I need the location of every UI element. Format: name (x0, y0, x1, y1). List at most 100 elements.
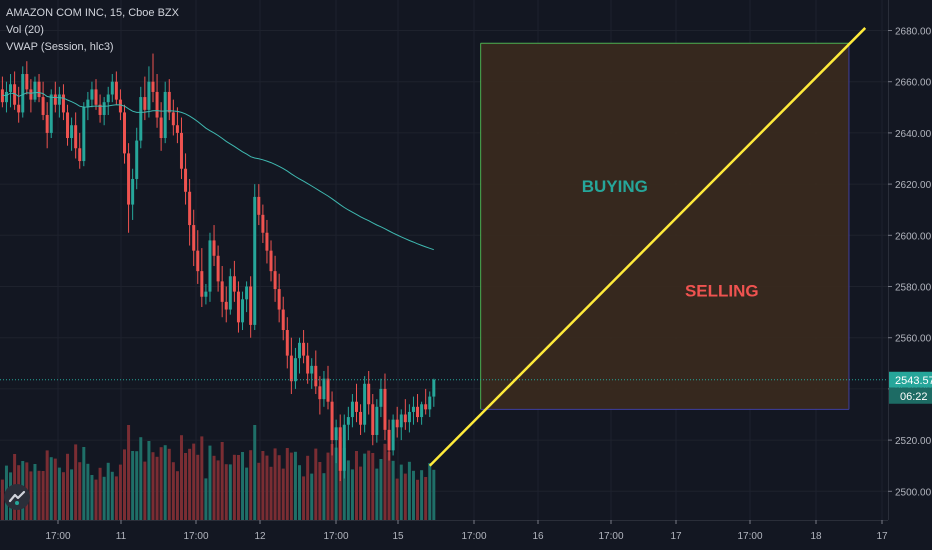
volume-bar (269, 466, 273, 520)
candle-body (127, 153, 131, 205)
vwap-study-label[interactable]: VWAP (Session, hlc3) (6, 41, 114, 53)
volume-bar (342, 448, 346, 520)
candle-body (110, 81, 114, 95)
volume-bar (330, 444, 334, 520)
volume-bar (139, 437, 143, 520)
candle-body (147, 81, 151, 110)
trend-line[interactable] (428, 27, 867, 467)
volume-bar (277, 455, 281, 520)
volume-bar (78, 462, 82, 520)
candle-body (253, 196, 257, 325)
candle-body (204, 291, 208, 297)
candle-body (90, 89, 94, 100)
volume-study-label[interactable]: Vol (20) (6, 24, 44, 36)
candle-body (114, 81, 118, 100)
candle-body (395, 419, 399, 428)
candle-body (322, 378, 326, 400)
volume-bar (289, 452, 293, 520)
volume-bar (61, 472, 65, 520)
volume-bar (49, 457, 53, 520)
volume-bar (94, 479, 98, 520)
volume-bar (403, 473, 407, 520)
candle-body (298, 342, 302, 359)
candle-body (411, 406, 415, 412)
price-tick-label: 2620.00 (895, 180, 932, 191)
candle-body (37, 81, 41, 98)
candle-body (367, 383, 371, 405)
candle-body (70, 125, 74, 139)
volume-bar (204, 478, 208, 520)
candle-body (78, 148, 82, 162)
candle-body (359, 411, 363, 425)
candle-body (318, 386, 322, 400)
volume-bar (167, 448, 171, 520)
candle-body (363, 383, 367, 425)
candle-body (293, 358, 297, 382)
symbol-title[interactable]: AMAZON COM INC, 15, Cboe BZX (6, 7, 179, 19)
candle-body (220, 281, 224, 302)
last-price-tag: 2543.57 06:22 (889, 371, 932, 404)
candle-body (74, 125, 78, 149)
volume-bar (175, 471, 179, 520)
candle-body (188, 191, 192, 226)
price-axis[interactable]: 2680.00 2660.00 2640.00 2620.00 2600.00 2580.… (888, 0, 932, 550)
volume-bar (171, 462, 175, 520)
time-tick-label: 18 (810, 531, 822, 542)
candle-body (379, 388, 383, 407)
volume-bar (399, 464, 403, 520)
volume-bar (224, 464, 228, 520)
candle-body (245, 286, 249, 300)
time-tick-label: 17 (876, 531, 888, 542)
volume-bar (212, 455, 216, 520)
price-tick-label: 2520.00 (895, 436, 932, 447)
volume-bar (407, 461, 411, 520)
candle-body (228, 276, 232, 310)
candle-body (216, 255, 220, 282)
volume-bar (184, 453, 188, 520)
candle-body (41, 97, 45, 115)
price-tick-label: 2640.00 (895, 129, 932, 140)
volume-bar (147, 441, 151, 520)
candle-body (175, 125, 179, 133)
volume-bar (379, 459, 383, 520)
volume-bar (102, 476, 106, 520)
price-tick-label: 2660.00 (895, 78, 932, 89)
time-axis[interactable]: 17:00 11 17:00 12 17:00 15 17:00 16 17:00 17 17:00… (0, 520, 888, 542)
candle-body (416, 406, 420, 418)
candle-body (118, 99, 122, 113)
volume-bar (265, 455, 269, 520)
price-tick-label: 2500.00 (895, 487, 932, 498)
candle-body (13, 84, 17, 105)
candle-body (285, 330, 289, 356)
volume-bar (179, 435, 183, 520)
bar-countdown: 06:22 (900, 391, 928, 403)
candle-body (184, 168, 188, 192)
volume-bar (208, 445, 212, 520)
volume-bar (261, 451, 265, 520)
candle-body (53, 94, 57, 105)
volume-bar (110, 471, 114, 520)
candle-body (106, 94, 110, 103)
candle-body (428, 396, 432, 410)
candle-body (249, 286, 253, 325)
candle-body (273, 271, 277, 290)
volume-bar (432, 469, 436, 520)
countdown-label-bg (889, 387, 932, 404)
volume-bar (334, 447, 338, 520)
candle-body (424, 404, 428, 410)
candle-body (94, 89, 98, 105)
candle-body (200, 271, 204, 297)
selling-label: SELLING (685, 282, 759, 301)
candle-body (334, 427, 338, 441)
candle-body (131, 178, 135, 205)
volume-bar (151, 452, 155, 520)
tradingview-logo-icon[interactable] (4, 484, 30, 510)
volume-bar (0, 479, 4, 520)
candle-body (232, 276, 236, 292)
volume-bar (57, 467, 61, 520)
time-tick-label: 12 (254, 531, 266, 542)
candle-body (98, 104, 102, 115)
candle-body (143, 97, 147, 110)
candle-body (82, 107, 86, 162)
